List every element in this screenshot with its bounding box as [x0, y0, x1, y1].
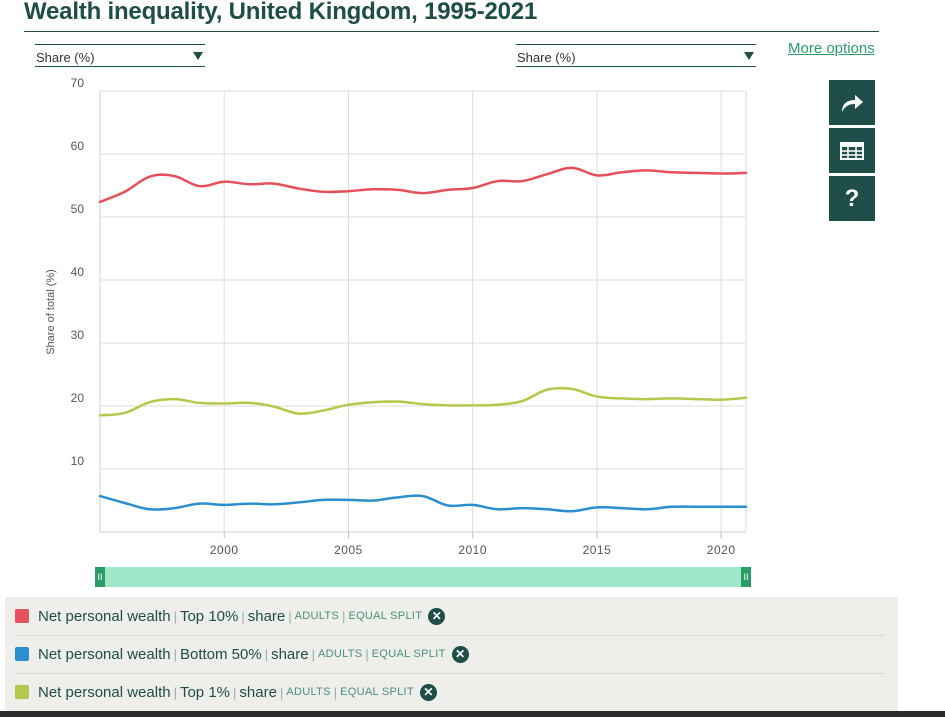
share-button[interactable] — [829, 80, 875, 125]
legend-stat: share — [271, 645, 309, 663]
y-tick-label: 40 — [71, 265, 85, 279]
series-lines — [98, 166, 748, 513]
range-slider-track[interactable] — [95, 567, 751, 587]
right-axis-select[interactable]: Share (%) — [516, 44, 756, 67]
series-line-bottom50 — [98, 494, 748, 513]
y-tick-label: 30 — [71, 328, 85, 342]
legend-split: EQUAL SPLIT — [340, 686, 414, 698]
title-divider — [24, 31, 879, 32]
legend-split: EQUAL SPLIT — [348, 610, 423, 622]
remove-series-icon[interactable]: ✕ — [419, 683, 437, 701]
legend-panel: Net personal wealth | Top 10% | share | ADU… — [5, 597, 898, 712]
x-tick-label: 2015 — [583, 543, 612, 557]
more-options-link[interactable]: More options — [788, 40, 875, 57]
share-icon — [842, 94, 863, 112]
legend-metric: Net personal wealth — [38, 607, 171, 625]
series-line-top1 — [98, 386, 748, 417]
right-axis-select-value: Share (%) — [517, 50, 576, 65]
legend-group: Top 10% — [179, 607, 239, 625]
legend-pop: ADULTS — [286, 686, 331, 698]
table-button[interactable] — [829, 128, 875, 173]
bottom-bar — [0, 711, 945, 717]
chart-grid — [99, 90, 747, 538]
legend-split: EQUAL SPLIT — [371, 648, 446, 660]
legend-item: Net personal wealth | Bottom 50% | share | … — [15, 635, 885, 674]
legend-group: Top 1% — [179, 683, 231, 701]
chevron-down-icon — [193, 52, 203, 60]
range-slider-right-handle[interactable]: II — [741, 567, 751, 587]
help-button[interactable]: ? — [829, 176, 875, 221]
legend-item: Net personal wealth | Top 1% | share | ADUL… — [15, 673, 885, 711]
chevron-down-icon — [744, 52, 754, 60]
remove-series-icon[interactable]: ✕ — [451, 645, 469, 663]
y-axis-label: Share of total (%) — [45, 269, 57, 355]
legend-swatch-bottom50 — [15, 647, 29, 661]
legend-stat: share — [239, 683, 277, 701]
left-axis-select[interactable]: Share (%) — [35, 44, 205, 67]
legend-stat: share — [247, 607, 286, 625]
help-icon: ? — [844, 184, 860, 212]
legend-item: Net personal wealth | Top 10% | share | ADU… — [15, 597, 885, 636]
table-icon — [840, 141, 864, 160]
legend-group: Bottom 50% — [179, 645, 262, 663]
legend-pop: ADULTS — [294, 610, 340, 622]
x-tick-label: 2020 — [707, 543, 736, 557]
remove-series-icon[interactable]: ✕ — [428, 607, 446, 625]
legend-metric: Net personal wealth — [38, 683, 171, 701]
x-tick-label: 2010 — [458, 543, 487, 557]
range-slider-left-handle[interactable]: II — [95, 567, 105, 587]
series-line-top10 — [98, 166, 748, 204]
left-axis-select-value: Share (%) — [36, 50, 95, 65]
y-tick-label: 70 — [71, 76, 85, 90]
y-tick-label: 60 — [71, 139, 85, 153]
legend-pop: ADULTS — [318, 648, 363, 660]
x-axis-ticks: 2000 2005 2010 2015 2020 — [210, 543, 736, 557]
chart: 10 20 30 40 50 60 70 2000 2005 2010 2015 2020 Shar… — [45, 76, 748, 557]
y-tick-label: 20 — [71, 391, 85, 405]
legend-metric: Net personal wealth — [38, 645, 171, 663]
y-tick-label: 10 — [71, 454, 85, 468]
y-axis-ticks: 10 20 30 40 50 60 70 — [71, 76, 85, 468]
legend-swatch-top1 — [15, 685, 29, 699]
x-tick-label: 2000 — [210, 543, 239, 557]
x-tick-label: 2005 — [334, 543, 363, 557]
y-tick-label: 50 — [71, 202, 85, 216]
page-title: Wealth inequality, United Kingdom, 1995-… — [24, 0, 538, 25]
legend-swatch-top10 — [15, 609, 29, 623]
